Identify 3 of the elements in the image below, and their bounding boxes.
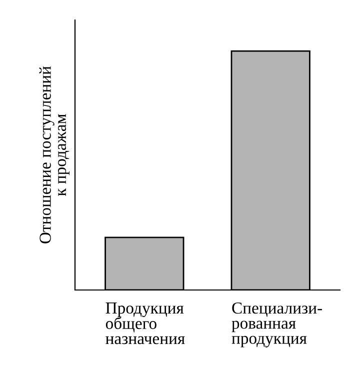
y-axis-title: Отношение поступлений к продажам <box>39 66 70 244</box>
x-tick-label: Специализи- рованная продукция <box>232 302 322 348</box>
x-tick-label: Продукция общего назначения <box>106 302 185 344</box>
